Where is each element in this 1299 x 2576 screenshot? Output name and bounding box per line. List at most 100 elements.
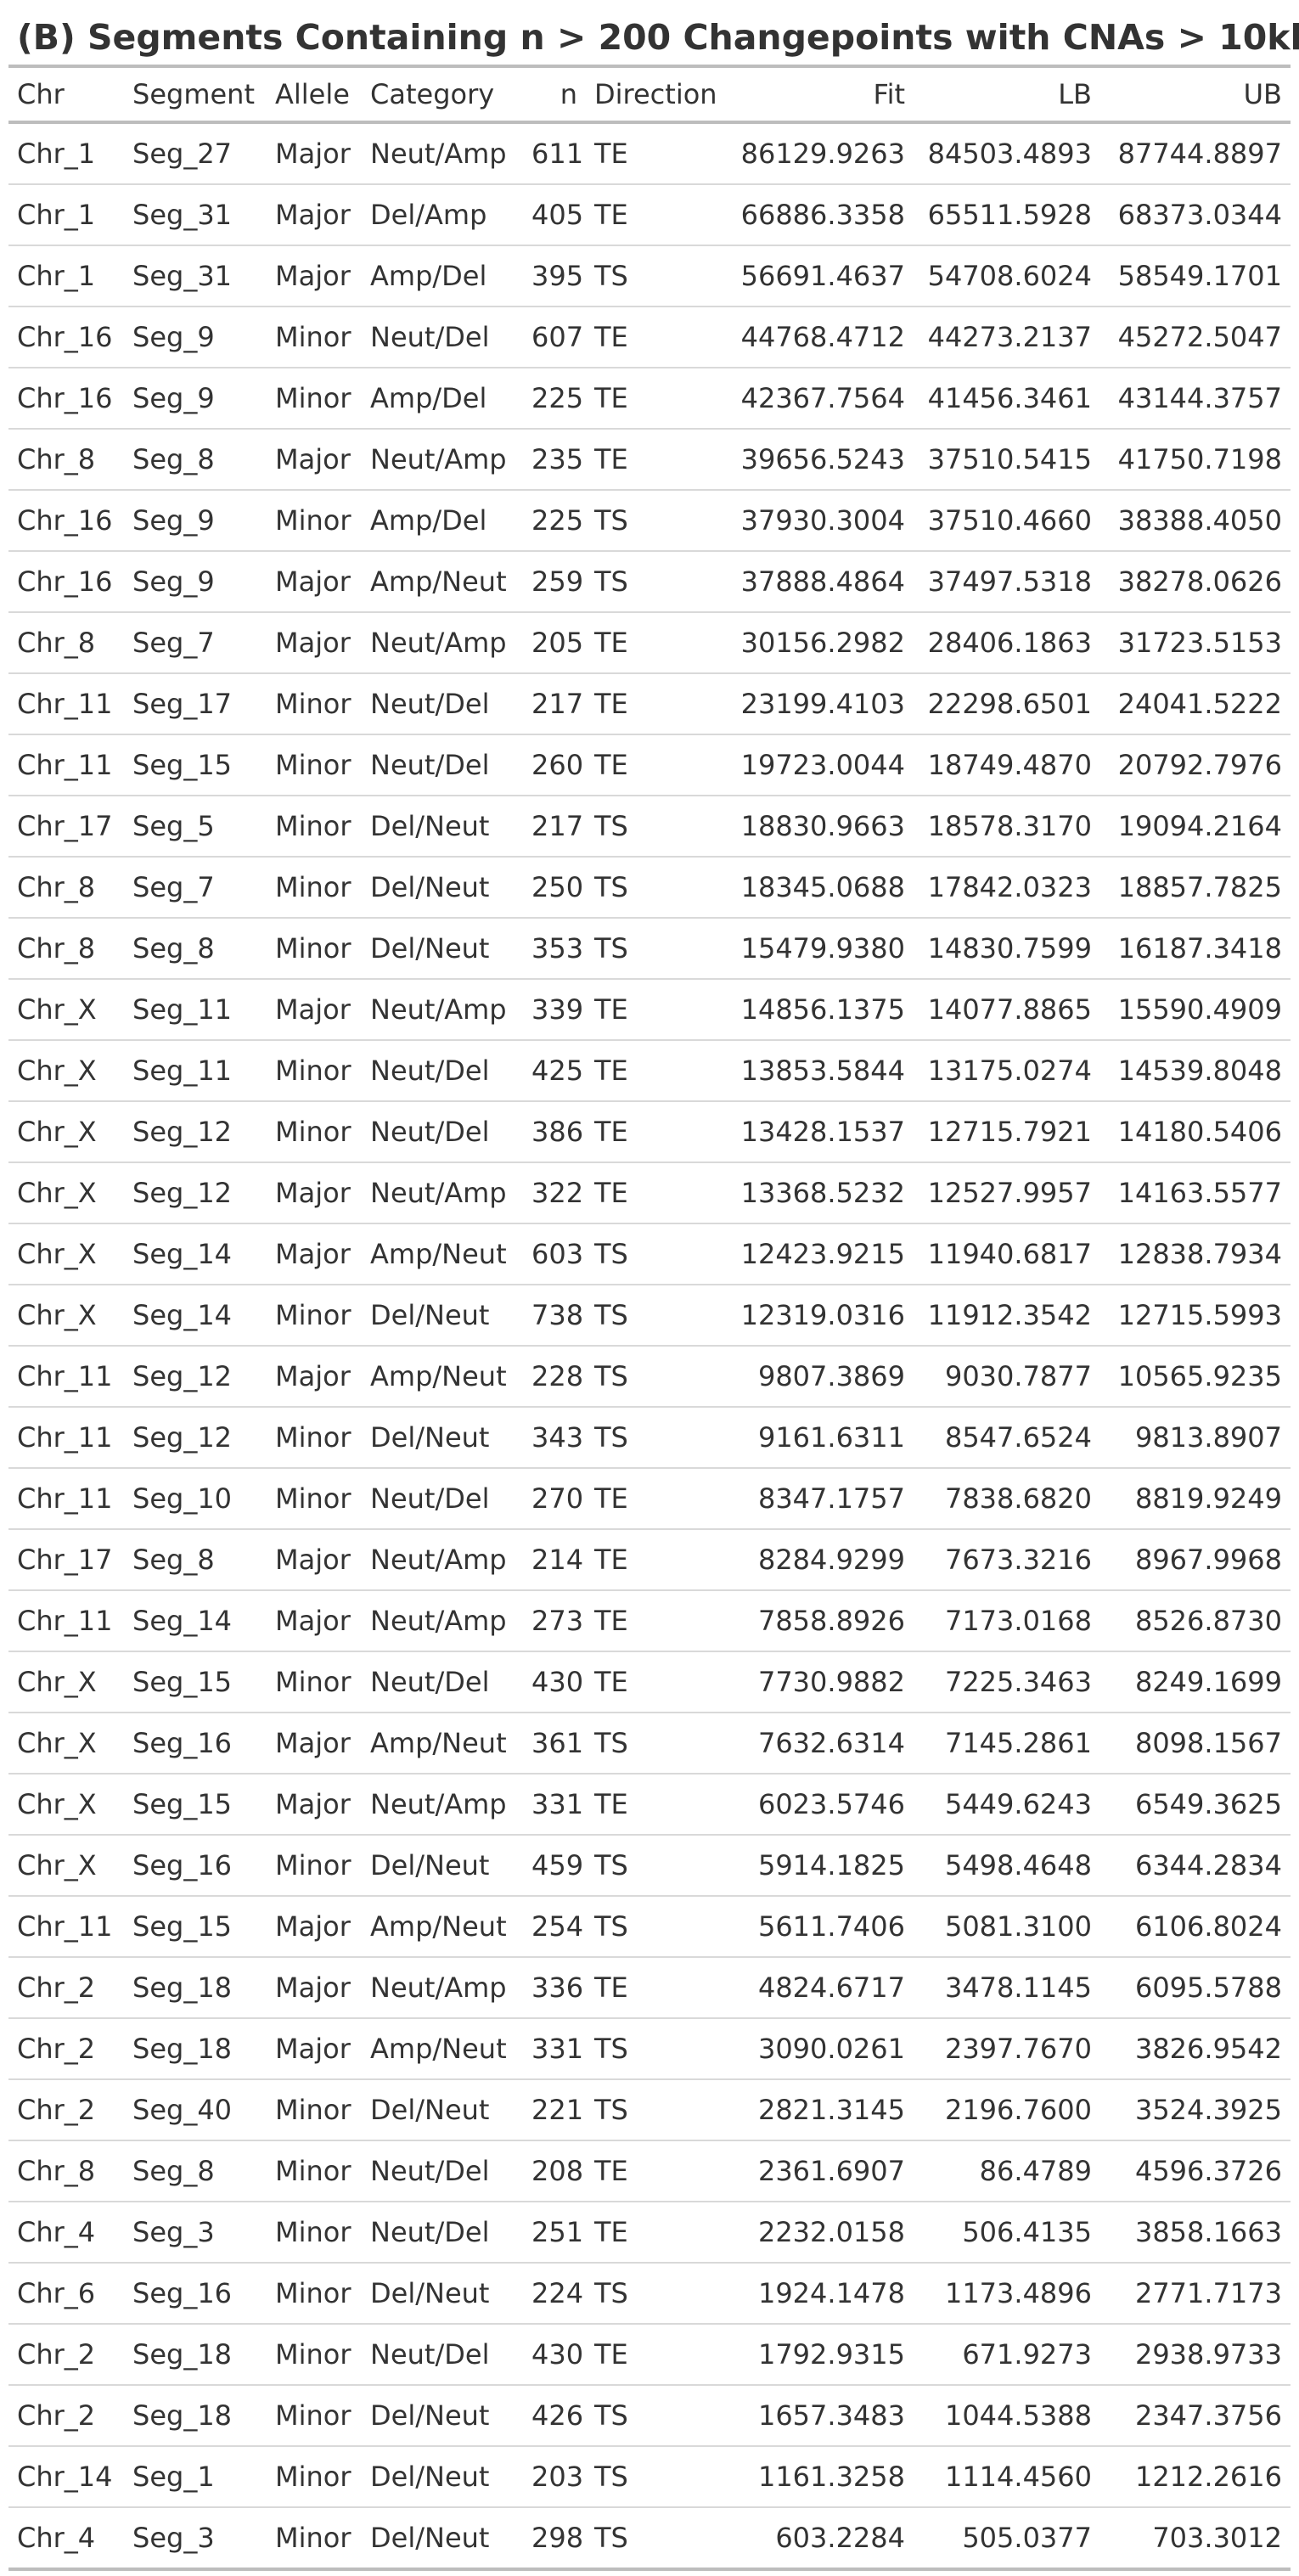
cell-direction: TS xyxy=(586,2079,718,2141)
table-row: Chr_14 Seg_1 Minor Del/Neut 203 TS 1161.3258 11… xyxy=(8,2446,1291,2508)
cell-ub: 38388.4050 xyxy=(1100,490,1291,552)
cell-lb: 505.0377 xyxy=(914,2507,1100,2571)
cell-ub: 8249.1699 xyxy=(1100,1651,1291,1713)
table-row: Chr_2 Seg_40 Minor Del/Neut 221 TS 2821.3145 21… xyxy=(8,2079,1291,2141)
header-row: Chr Segment Allele Category n Direction … xyxy=(8,68,1291,124)
cell-allele: Minor xyxy=(267,2202,362,2264)
cell-category: Amp/Del xyxy=(362,490,523,552)
cell-n: 361 xyxy=(523,1713,586,1775)
cell-ub: 14180.5406 xyxy=(1100,1101,1291,1163)
cell-segment: Seg_18 xyxy=(124,1957,267,2019)
cell-n: 343 xyxy=(523,1407,586,1469)
cell-chr: Chr_2 xyxy=(8,2018,124,2080)
cell-lb: 5498.4648 xyxy=(914,1835,1100,1897)
cell-direction: TS xyxy=(586,857,718,919)
cell-allele: Major xyxy=(267,1346,362,1408)
cell-n: 322 xyxy=(523,1162,586,1224)
cell-direction: TS xyxy=(586,1285,718,1347)
cell-ub: 6549.3625 xyxy=(1100,1774,1291,1836)
cell-segment: Seg_31 xyxy=(124,245,267,307)
cell-direction: TE xyxy=(586,612,718,674)
cell-category: Amp/Neut xyxy=(362,1346,523,1408)
cell-direction: TE xyxy=(586,429,718,491)
cell-n: 611 xyxy=(523,122,586,185)
cell-direction: TE xyxy=(586,1101,718,1163)
cell-direction: TE xyxy=(586,2324,718,2386)
cell-segment: Seg_12 xyxy=(124,1101,267,1163)
cell-fit: 39656.5243 xyxy=(718,429,914,491)
cell-chr: Chr_8 xyxy=(8,2140,124,2202)
cell-ub: 703.3012 xyxy=(1100,2507,1291,2571)
cell-segment: Seg_14 xyxy=(124,1223,267,1285)
cell-segment: Seg_8 xyxy=(124,2140,267,2202)
cell-direction: TE xyxy=(586,1774,718,1836)
cell-segment: Seg_7 xyxy=(124,612,267,674)
cell-lb: 3478.1145 xyxy=(914,1957,1100,2019)
cell-allele: Major xyxy=(267,1896,362,1958)
cell-n: 260 xyxy=(523,734,586,796)
cell-lb: 2196.7600 xyxy=(914,2079,1100,2141)
cell-lb: 41456.3461 xyxy=(914,368,1100,430)
cell-fit: 1657.3483 xyxy=(718,2385,914,2447)
cell-segment: Seg_15 xyxy=(124,1774,267,1836)
cell-lb: 7225.3463 xyxy=(914,1651,1100,1713)
cell-n: 331 xyxy=(523,2018,586,2080)
cell-ub: 24041.5222 xyxy=(1100,673,1291,735)
cell-allele: Minor xyxy=(267,857,362,919)
cell-allele: Minor xyxy=(267,2140,362,2202)
cell-lb: 86.4789 xyxy=(914,2140,1100,2202)
table-row: Chr_X Seg_15 Major Neut/Amp 331 TE 6023.5746 54… xyxy=(8,1774,1291,1836)
cell-direction: TS xyxy=(586,2446,718,2508)
cell-lb: 12715.7921 xyxy=(914,1101,1100,1163)
cell-n: 425 xyxy=(523,1040,586,1102)
cell-ub: 38278.0626 xyxy=(1100,551,1291,613)
cell-n: 430 xyxy=(523,2324,586,2386)
cell-fit: 1924.1478 xyxy=(718,2263,914,2325)
table-row: Chr_8 Seg_8 Major Neut/Amp 235 TE 39656.5243 37… xyxy=(8,429,1291,491)
cell-direction: TE xyxy=(586,307,718,368)
table-title: (B) Segments Containing n > 200 Changepo… xyxy=(17,17,1299,58)
cell-chr: Chr_16 xyxy=(8,490,124,552)
cell-category: Neut/Del xyxy=(362,673,523,735)
cell-lb: 1114.4560 xyxy=(914,2446,1100,2508)
cell-chr: Chr_X xyxy=(8,1713,124,1775)
cell-category: Neut/Del xyxy=(362,1651,523,1713)
cell-allele: Minor xyxy=(267,307,362,368)
cell-chr: Chr_8 xyxy=(8,857,124,919)
cell-category: Neut/Del xyxy=(362,734,523,796)
cell-category: Del/Amp xyxy=(362,184,523,246)
cell-ub: 4596.3726 xyxy=(1100,2140,1291,2202)
cell-allele: Minor xyxy=(267,2507,362,2571)
cell-n: 259 xyxy=(523,551,586,613)
cell-n: 336 xyxy=(523,1957,586,2019)
cell-direction: TS xyxy=(586,918,718,980)
cell-fit: 9807.3869 xyxy=(718,1346,914,1408)
cell-ub: 8819.9249 xyxy=(1100,1468,1291,1530)
cell-chr: Chr_4 xyxy=(8,2507,124,2571)
cell-lb: 22298.6501 xyxy=(914,673,1100,735)
cell-n: 225 xyxy=(523,368,586,430)
cell-segment: Seg_11 xyxy=(124,1040,267,1102)
cell-fit: 15479.9380 xyxy=(718,918,914,980)
cell-ub: 15590.4909 xyxy=(1100,979,1291,1041)
column-header-ub: UB xyxy=(1100,68,1291,124)
cell-ub: 6344.2834 xyxy=(1100,1835,1291,1897)
cell-n: 353 xyxy=(523,918,586,980)
cell-category: Amp/Neut xyxy=(362,2018,523,2080)
cell-segment: Seg_15 xyxy=(124,734,267,796)
cell-ub: 2938.9733 xyxy=(1100,2324,1291,2386)
cell-ub: 18857.7825 xyxy=(1100,857,1291,919)
cell-fit: 603.2284 xyxy=(718,2507,914,2571)
cell-fit: 30156.2982 xyxy=(718,612,914,674)
column-header-category: Category xyxy=(362,68,523,124)
cell-ub: 3858.1663 xyxy=(1100,2202,1291,2264)
cell-allele: Minor xyxy=(267,2079,362,2141)
cell-direction: TE xyxy=(586,1957,718,2019)
cell-n: 426 xyxy=(523,2385,586,2447)
cell-fit: 6023.5746 xyxy=(718,1774,914,1836)
cell-n: 250 xyxy=(523,857,586,919)
cell-fit: 19723.0044 xyxy=(718,734,914,796)
cell-lb: 11940.6817 xyxy=(914,1223,1100,1285)
cell-n: 205 xyxy=(523,612,586,674)
cell-allele: Major xyxy=(267,1529,362,1591)
